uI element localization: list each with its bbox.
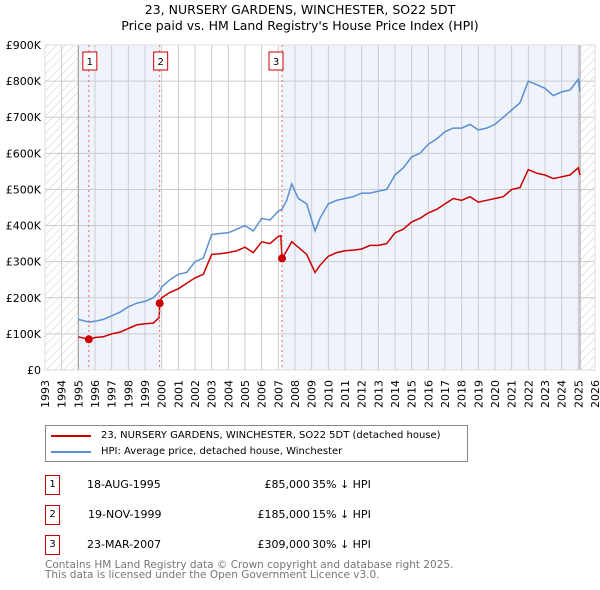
legend-property-label: 23, NURSERY GARDENS, WINCHESTER, SO22 5D… — [101, 430, 441, 441]
sale-row: 1 18-AUG-1995 £85,000 35% ↓ HPI — [45, 475, 445, 495]
x-tick-label: 2023 — [539, 380, 552, 408]
y-tick-label: £300K — [6, 256, 42, 269]
sale-hpi-diff: 35% ↓ HPI — [312, 478, 371, 491]
x-tick-label: 2002 — [189, 380, 202, 408]
x-tick-label: 2025 — [572, 380, 585, 408]
sale-point — [155, 299, 164, 308]
x-tick-label: 1998 — [122, 380, 135, 408]
x-tick-label: 2021 — [506, 380, 519, 408]
price-chart: 1993 1994 1995 1996 1997 1998 1999 2000 2001 2002… — [6, 39, 600, 408]
sale-label: 3 — [273, 57, 279, 68]
x-tick-label: 2001 — [172, 380, 185, 408]
sale-date: 23-MAR-2007 — [87, 538, 162, 551]
x-tick-label: 2019 — [472, 380, 485, 408]
x-tick-label: 2026 — [589, 380, 600, 408]
sale-row: 3 23-MAR-2007 £309,000 30% ↓ HPI — [45, 535, 445, 555]
x-tick-label: 2015 — [406, 380, 419, 408]
x-tick-label: 2007 — [272, 380, 285, 408]
legend-red-line — [51, 434, 91, 437]
sale-price: £85,000 — [264, 478, 311, 491]
sale-number-badge: 2 — [45, 505, 60, 525]
x-tick-label: 2020 — [489, 380, 502, 408]
x-tick-label: 2018 — [456, 380, 469, 408]
y-tick-label: £400K — [6, 220, 42, 233]
x-tick-label: 1995 — [72, 380, 85, 408]
x-tick-label: 2012 — [356, 380, 369, 408]
x-tick-label: 2024 — [556, 380, 569, 408]
x-tick-label: 2005 — [239, 380, 252, 408]
legend-item-property: 23, NURSERY GARDENS, WINCHESTER, SO22 5D… — [51, 430, 441, 441]
hpi-series-line — [78, 77, 581, 323]
sale-label-box — [268, 51, 284, 71]
chart-title-line1: 23, NURSERY GARDENS, WINCHESTER, SO22 5D… — [144, 2, 456, 17]
y-tick-label: £100K — [6, 328, 42, 341]
x-tick-label: 1997 — [106, 380, 119, 408]
y-tick-label: £0 — [27, 364, 41, 377]
sale-price: £185,000 — [257, 508, 311, 521]
x-tick-label: 2014 — [389, 380, 402, 408]
x-tick-label: 2011 — [339, 380, 352, 408]
sale-price: £309,000 — [257, 538, 311, 551]
x-tick-label: 2016 — [422, 380, 435, 408]
sale-label: 1 — [87, 57, 93, 68]
ownership-band — [282, 45, 580, 370]
x-tick-label: 2010 — [322, 380, 335, 408]
x-tick-label: 2008 — [289, 380, 302, 408]
chart-legend: 23, NURSERY GARDENS, WINCHESTER, SO22 5D… — [45, 425, 468, 462]
footer-line1: Contains HM Land Registry data © Crown c… — [45, 559, 454, 571]
legend-item-hpi: HPI: Average price, detached house, Winc… — [51, 446, 342, 457]
sale-hpi-diff: 15% ↓ HPI — [312, 508, 371, 521]
no-data-hatch-right — [580, 45, 595, 370]
x-tick-label: 1999 — [139, 380, 152, 408]
sale-hpi-diff: 30% ↓ HPI — [312, 538, 371, 551]
y-tick-label: £700K — [6, 111, 42, 124]
sale-label-box — [82, 51, 98, 71]
x-tick-label: 1994 — [56, 380, 69, 408]
legend-blue-line — [51, 450, 91, 453]
footer-line2: This data is licensed under the Open Gov… — [45, 569, 380, 581]
sale-date: 18-AUG-1995 — [87, 478, 161, 491]
x-tick-label: 2022 — [522, 380, 535, 408]
y-tick-label: £500K — [6, 183, 42, 196]
sale-label-box — [153, 51, 169, 71]
x-tick-label: 1993 — [39, 380, 52, 408]
x-tick-label: 2017 — [439, 380, 452, 408]
y-tick-label: £800K — [6, 75, 42, 88]
sale-point — [278, 254, 286, 263]
ownership-band — [78, 45, 160, 370]
x-tick-label: 2006 — [256, 380, 269, 408]
footer-attribution: Contains HM Land Registry data © Crown c… — [45, 559, 454, 581]
sale-label: 2 — [157, 57, 163, 68]
sale-row: 2 19-NOV-1999 £185,000 15% ↓ HPI — [45, 505, 445, 525]
sale-number-badge: 3 — [45, 535, 60, 555]
x-tick-label: 2004 — [222, 380, 235, 408]
x-tick-label: 1996 — [89, 380, 102, 408]
x-tick-label: 2013 — [372, 380, 385, 408]
chart-title-line2: Price paid vs. HM Land Registry's House … — [121, 18, 479, 33]
x-tick-label: 2000 — [156, 380, 169, 408]
plot-border — [44, 44, 596, 371]
x-tick-label: 2009 — [306, 380, 319, 408]
y-tick-label: £600K — [6, 147, 42, 160]
legend-hpi-label: HPI: Average price, detached house, Winc… — [101, 446, 343, 457]
y-tick-label: £200K — [6, 292, 42, 305]
x-tick-label: 2003 — [206, 380, 219, 408]
sale-number-badge: 1 — [45, 475, 60, 495]
sale-point — [84, 335, 93, 344]
y-tick-label: £900K — [6, 39, 42, 52]
sale-date: 19-NOV-1999 — [88, 508, 162, 521]
